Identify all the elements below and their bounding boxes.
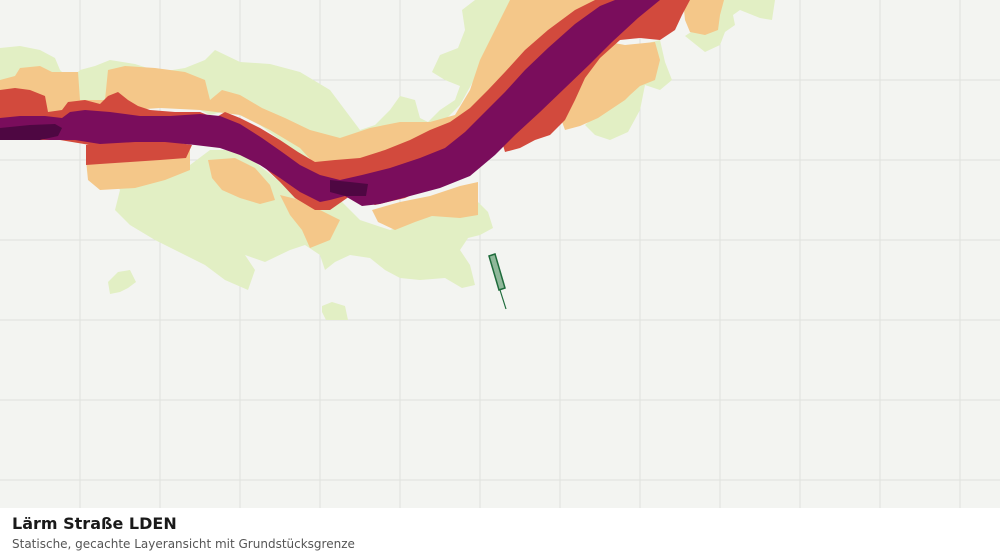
map-caption: Lärm Straße LDEN Statische, gecachte Lay…	[0, 508, 1000, 560]
parcel-polygon[interactable]	[488, 253, 506, 291]
layer-subtitle: Statische, gecachte Layeransicht mit Gru…	[12, 537, 355, 551]
noise-zone-very-high	[0, 0, 660, 206]
parcel-boundary[interactable]	[488, 253, 507, 310]
noise-map	[0, 0, 1000, 508]
noise-zone-extreme	[0, 124, 368, 196]
parcel-tail-line	[499, 289, 507, 310]
map-view[interactable]	[0, 0, 1000, 508]
layer-title: Lärm Straße LDEN	[12, 514, 177, 533]
